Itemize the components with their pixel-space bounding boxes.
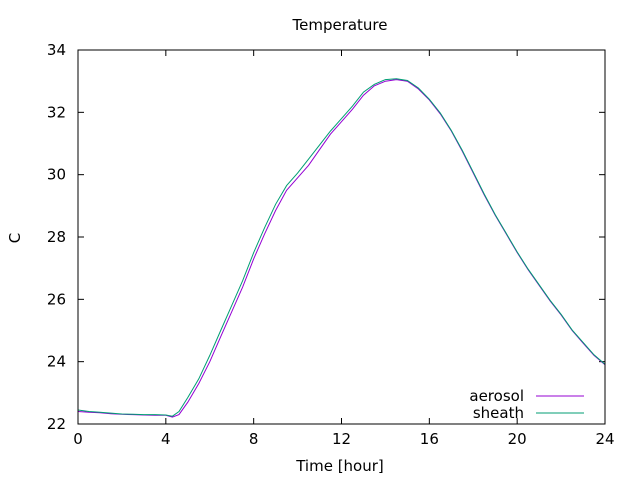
series-layer (77, 78, 606, 418)
chart-title: Temperature (291, 16, 387, 34)
x-tick-label: 8 (249, 430, 259, 448)
legend-label-aerosol: aerosol (469, 387, 524, 405)
x-tick-label: 24 (595, 430, 614, 448)
x-tick-label: 0 (73, 430, 83, 448)
series-line-aerosol (77, 79, 606, 418)
x-tick-label: 12 (332, 430, 351, 448)
x-tick-label: 16 (420, 430, 439, 448)
y-tick-label: 24 (47, 353, 66, 371)
ticks-layer: 0 4 8 12 16 20 24 22 24 26 28 30 32 34 (47, 41, 615, 448)
y-tick-label: 30 (47, 166, 66, 184)
x-axis-label: Time [hour] (295, 457, 384, 475)
plot-border (77, 49, 606, 425)
x-tick-label: 4 (161, 430, 171, 448)
y-axis-label: C (6, 233, 24, 243)
series-line-sheath (77, 78, 606, 417)
y-tick-label: 26 (47, 290, 66, 308)
y-tick-label: 22 (47, 415, 66, 433)
y-tick-label: 32 (47, 103, 66, 121)
y-tick-label: 28 (47, 228, 66, 246)
y-tick-label: 34 (47, 41, 66, 59)
legend-label-sheath: sheath (473, 404, 524, 422)
x-tick-label: 20 (508, 430, 527, 448)
